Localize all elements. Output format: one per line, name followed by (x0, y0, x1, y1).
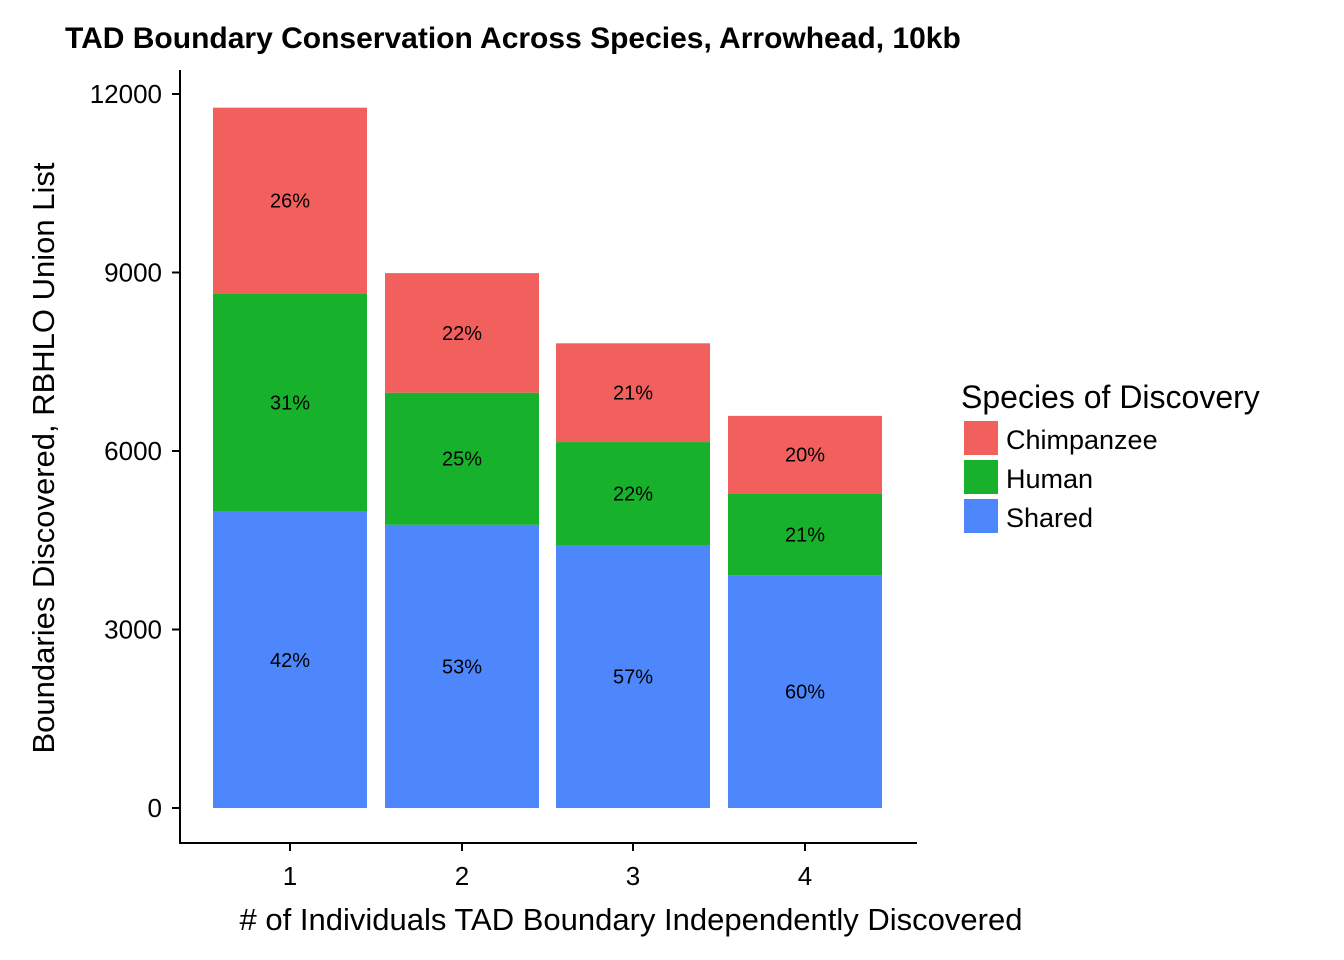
y-tick-label: 9000 (104, 258, 162, 288)
chart-title: TAD Boundary Conservation Across Species… (65, 22, 961, 55)
bar-human-1 (213, 293, 367, 512)
bar-label-shared-4: 60% (785, 682, 825, 704)
bar-chimpanzee-3 (556, 343, 710, 443)
bar-label-shared-3: 57% (613, 667, 653, 689)
bar-label-human-3: 22% (613, 484, 653, 506)
x-tick-label: 2 (455, 861, 469, 891)
legend-label-chimpanzee: Chimpanzee (1006, 425, 1158, 455)
legend-label-shared: Shared (1006, 503, 1093, 533)
bar-label-shared-1: 42% (270, 650, 310, 672)
y-ticks: 0 3000 6000 9000 12000 (90, 79, 180, 823)
bar-human-2 (385, 392, 539, 525)
x-tick-label: 1 (283, 861, 297, 891)
bar-human-3 (556, 442, 710, 546)
bar-label-chimpanzee-3: 21% (613, 383, 653, 405)
y-tick-label: 6000 (104, 436, 162, 466)
bar-shared-4 (728, 575, 882, 808)
bar-chimpanzee-1 (213, 107, 367, 294)
bar-shared-1 (213, 511, 367, 808)
bar-label-chimpanzee-4: 20% (785, 445, 825, 467)
y-tick-label: 0 (148, 793, 162, 823)
x-ticks: 1 2 3 4 (283, 843, 812, 891)
legend-swatch-shared (964, 499, 998, 533)
bar-label-human-1: 31% (270, 393, 310, 415)
y-tick-label: 12000 (90, 79, 162, 109)
y-tick-label: 3000 (104, 615, 162, 645)
legend-swatch-chimpanzee (964, 421, 998, 455)
bar-label-chimpanzee-2: 22% (442, 323, 482, 345)
bar-chimpanzee-2 (385, 273, 539, 393)
bar-chimpanzee-4 (728, 415, 882, 494)
bar-shared-2 (385, 524, 539, 808)
x-axis-label: # of Individuals TAD Boundary Independen… (240, 902, 1023, 937)
legend-swatch-human (964, 460, 998, 494)
x-tick-label: 3 (626, 861, 640, 891)
legend-title: Species of Discovery (961, 379, 1260, 415)
bar-label-chimpanzee-1: 26% (270, 191, 310, 213)
legend-label-human: Human (1006, 464, 1093, 494)
legend: Species of Discovery Chimpanzee Human Shar… (961, 379, 1260, 533)
bar-label-human-2: 25% (442, 449, 482, 471)
bars-layer (213, 107, 882, 808)
bar-label-human-4: 21% (785, 524, 825, 546)
x-tick-label: 4 (798, 861, 812, 891)
y-axis-label: Boundaries Discovered, RBHLO Union List (26, 162, 61, 753)
bar-shared-3 (556, 545, 710, 808)
bar-human-4 (728, 493, 882, 576)
bar-labels-layer: 42% 31% 26% 53% 25% 22% 57% 22% 21% 60% 21% 20% (270, 191, 825, 704)
bar-label-shared-2: 53% (442, 656, 482, 678)
